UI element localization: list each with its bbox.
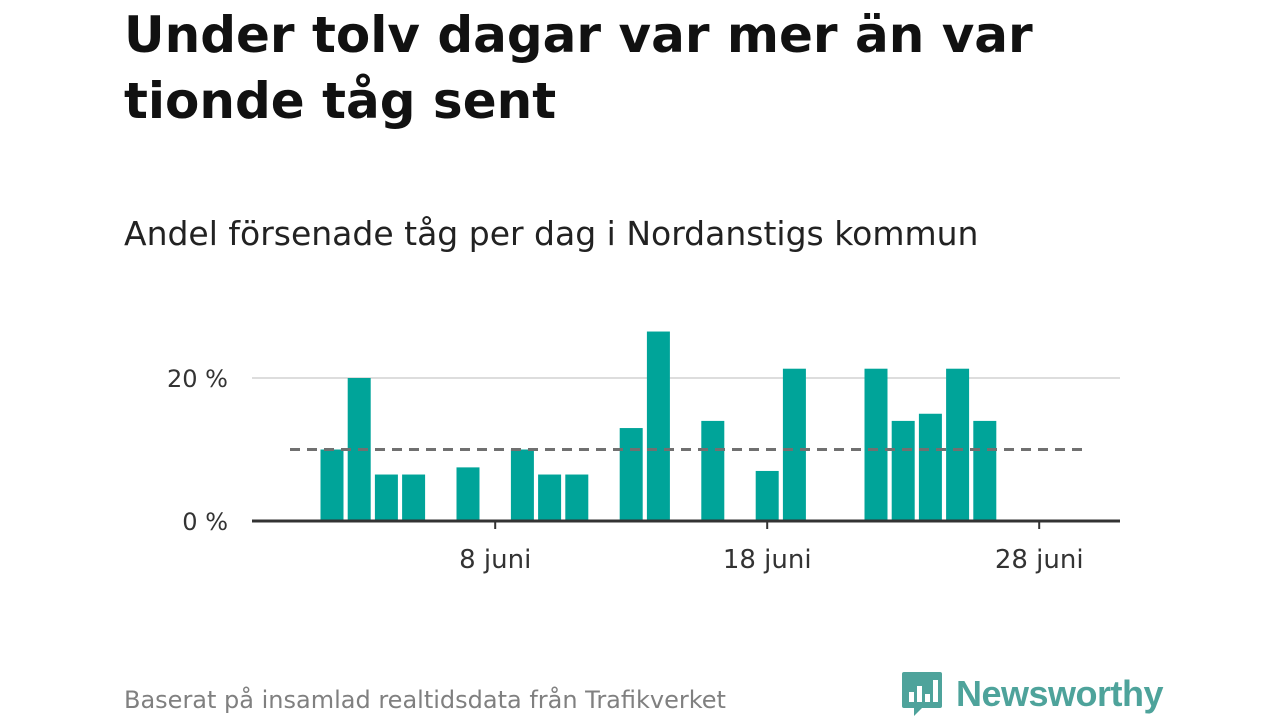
x-tick-label: 8 juni bbox=[459, 545, 531, 575]
bar-chart: 0 % 20 % 8 juni 18 juni 28 juni bbox=[167, 331, 1120, 575]
bar bbox=[538, 474, 562, 521]
bar bbox=[320, 449, 344, 521]
bar bbox=[946, 368, 970, 521]
bar bbox=[864, 368, 888, 521]
bar bbox=[510, 449, 534, 521]
bar bbox=[456, 467, 480, 521]
x-tick-label: 18 juni bbox=[723, 545, 812, 575]
bar bbox=[565, 474, 589, 521]
bar bbox=[619, 428, 643, 521]
bar bbox=[646, 331, 670, 521]
bar bbox=[918, 413, 942, 521]
bar bbox=[374, 474, 398, 521]
y-tick-label: 0 % bbox=[182, 508, 228, 536]
bar bbox=[755, 470, 779, 521]
newsworthy-logo-icon bbox=[902, 672, 942, 716]
y-tick-label: 20 % bbox=[167, 365, 228, 393]
brand-name: Newsworthy bbox=[956, 673, 1164, 714]
bar bbox=[402, 474, 426, 521]
bar bbox=[891, 420, 915, 521]
newsworthy-logo: Newsworthy bbox=[900, 670, 1164, 718]
bar bbox=[701, 420, 725, 521]
source-note: Baserat på insamlad realtidsdata från Tr… bbox=[124, 686, 726, 714]
x-tick-label: 28 juni bbox=[995, 545, 1084, 575]
bar bbox=[973, 420, 997, 521]
chart-title: Under tolv dagar var mer än var tionde t… bbox=[124, 6, 1033, 130]
chart-subtitle: Andel försenade tåg per dag i Nordanstig… bbox=[124, 214, 979, 253]
bar bbox=[782, 368, 806, 521]
